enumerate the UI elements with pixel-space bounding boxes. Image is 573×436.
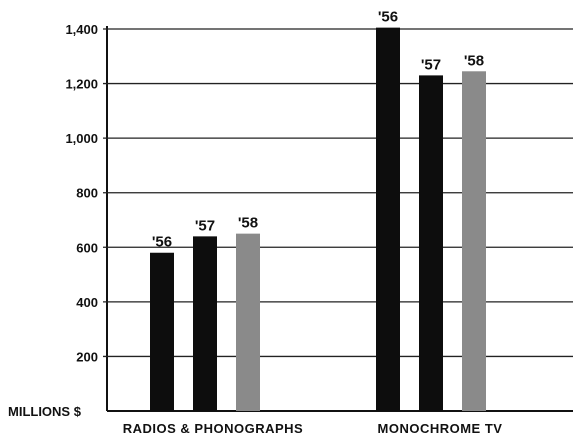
- bar-year-label: '58: [238, 215, 258, 232]
- y-tick-label: 200: [76, 349, 98, 364]
- bar: [376, 27, 400, 412]
- bar: [462, 71, 486, 412]
- bar-year-label: '58: [464, 52, 484, 69]
- bar-year-label: '56: [378, 9, 398, 26]
- bar-year-label: '56: [152, 234, 172, 251]
- y-tick-label: 1,400: [65, 22, 98, 37]
- y-tick-label: 800: [76, 186, 98, 201]
- bar-year-label: '57: [195, 217, 215, 234]
- y-tick-label: 400: [76, 295, 98, 310]
- bar-year-label: '57: [421, 56, 441, 73]
- bar: [236, 233, 260, 411]
- y-tick-label: 1,000: [65, 131, 98, 146]
- bar: [150, 252, 174, 411]
- category-label: RADIOS & PHONOGRAPHS: [123, 421, 303, 436]
- y-tick-label: 1,200: [65, 77, 98, 92]
- bar: [419, 75, 443, 411]
- y-tick-label: 600: [76, 240, 98, 255]
- category-label: MONOCHROME TV: [378, 421, 503, 436]
- y-axis-label: MILLIONS $: [8, 404, 82, 419]
- bar: [193, 236, 217, 411]
